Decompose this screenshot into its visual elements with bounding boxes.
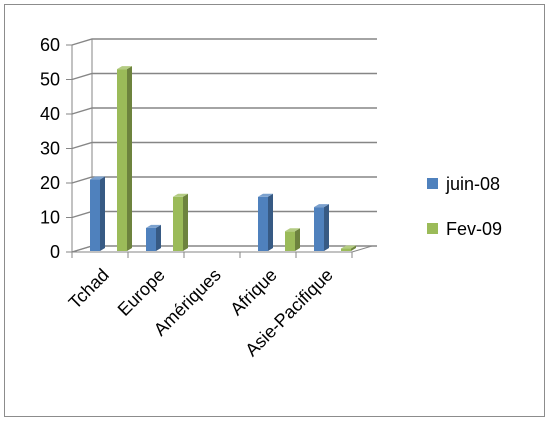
bar-top <box>285 228 300 232</box>
bar-top <box>173 193 188 197</box>
bar-front <box>173 196 183 251</box>
bar-front <box>285 231 295 251</box>
bar-side <box>324 204 329 251</box>
bar-front <box>341 248 351 251</box>
bar-side <box>156 224 161 251</box>
y-tick-label: 20 <box>40 173 60 193</box>
gridlines <box>66 38 377 258</box>
x-category-label: Tchad <box>65 265 113 313</box>
bar-top <box>90 176 105 180</box>
y-tick-label: 40 <box>40 104 60 124</box>
bar-front <box>90 179 100 251</box>
bar-side <box>295 228 300 251</box>
legend-swatch <box>427 178 438 189</box>
bar-front <box>258 196 268 251</box>
legend: juin-08 Fev-09 <box>427 174 502 239</box>
bar-side <box>127 66 132 252</box>
y-tick-label: 0 <box>50 242 60 262</box>
bar-juin-08-Europe <box>146 224 161 251</box>
y-tick-label: 10 <box>40 208 60 228</box>
bar-top <box>117 66 132 70</box>
y-axis-tick-labels: 0 10 20 30 40 50 60 <box>40 35 60 262</box>
bar-Fev-09-Europe <box>173 193 188 251</box>
legend-label: juin-08 <box>445 174 500 194</box>
bar-top <box>314 204 329 208</box>
bar-Fev-09-Afrique <box>285 228 300 251</box>
bar-Fev-09-Asie-Pacifique <box>341 245 356 251</box>
bar-side <box>268 193 273 251</box>
bar-front <box>314 207 324 251</box>
legend-swatch <box>427 223 438 234</box>
bar-side <box>351 245 356 251</box>
bar-juin-08-Tchad <box>90 176 105 251</box>
bar-front <box>146 227 156 251</box>
gridline <box>71 176 377 184</box>
bars <box>90 66 356 252</box>
y-tick-label: 50 <box>40 70 60 90</box>
bar-side <box>100 176 105 251</box>
bar-juin-08-Afrique <box>258 193 273 251</box>
x-category-label: Afrique <box>226 265 280 319</box>
bar-side <box>183 193 188 251</box>
gridline <box>71 38 377 46</box>
y-tick-label: 30 <box>40 139 60 159</box>
gridline <box>71 141 377 150</box>
bar-Fev-09-Tchad <box>117 66 132 252</box>
bar-juin-08-Asie-Pacifique <box>314 204 329 251</box>
bar-top <box>258 193 273 197</box>
bar-top <box>341 245 356 249</box>
bar-top <box>146 224 161 228</box>
y-tick-label: 60 <box>40 35 60 55</box>
gridline <box>71 107 377 115</box>
x-category-label: Europe <box>114 265 169 320</box>
gridline <box>71 72 377 81</box>
legend-label: Fev-09 <box>446 219 502 239</box>
bar-front <box>117 69 127 252</box>
